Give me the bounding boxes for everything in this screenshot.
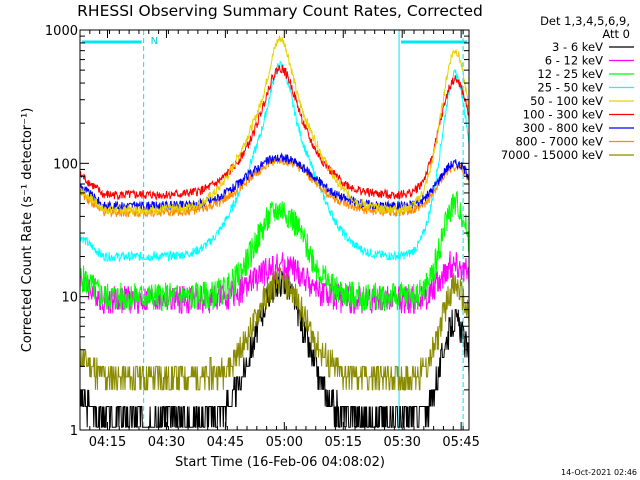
legend-attenuator: Att 0 <box>602 27 630 41</box>
legend-label-8: 7000 - 15000 keV <box>501 148 603 162</box>
series-line-12-25-kev <box>79 190 470 312</box>
legend-label-4: 50 - 100 keV <box>530 94 603 108</box>
legend-label-5: 100 - 300 keV <box>523 108 603 122</box>
legend-label-3: 25 - 50 keV <box>537 81 603 95</box>
series-layer <box>79 35 470 428</box>
legend-detectors: Det 1,3,4,5,6,9, <box>540 14 630 28</box>
x-tick-label-6: 05:45 <box>442 435 479 450</box>
x-tick-label-0: 04:15 <box>89 435 126 450</box>
x-tick-label-5: 05:30 <box>383 435 420 450</box>
y-tick-label-1: 10 <box>61 291 78 306</box>
x-tick-label-2: 04:45 <box>207 435 244 450</box>
legend-label-1: 6 - 12 keV <box>545 54 603 68</box>
x-tick-label-1: 04:30 <box>148 435 185 450</box>
legend-label-0: 3 - 6 keV <box>552 40 603 54</box>
legend-label-2: 12 - 25 keV <box>537 67 603 81</box>
series-line-25-50-kev <box>79 60 470 263</box>
axes: 04:15 04:30 04:45 05:00 05:15 05:30 05:45 1 10 10… <box>45 24 480 450</box>
series-line-100-300-kev <box>79 64 470 201</box>
y-tick-label-3: 1000 <box>45 24 78 39</box>
y-axis-label: Corrected Count Rate (s⁻¹ detector⁻¹) <box>20 108 35 353</box>
plot-frame <box>79 29 470 431</box>
x-tick-label-4: 05:15 <box>325 435 362 450</box>
night-interval-markers: N <box>79 30 467 430</box>
chart-title: RHESSI Observing Summary Count Rates, Co… <box>77 2 483 20</box>
y-tick-label-2: 100 <box>53 157 78 172</box>
legend-label-6: 300 - 800 keV <box>523 121 603 135</box>
y-tick-label-0: 1 <box>70 424 78 439</box>
legend-label-7: 800 - 7000 keV <box>515 135 603 149</box>
night-label: N <box>151 36 158 47</box>
x-axis-label: Start Time (16-Feb-06 04:08:02) <box>175 455 385 470</box>
x-tick-label-3: 05:00 <box>266 435 303 450</box>
series-line-50-100-kev <box>79 35 470 216</box>
footer-timestamp: 14-Oct-2021 02:46 <box>561 468 637 477</box>
series-line-7000-15000-kev <box>79 267 470 391</box>
